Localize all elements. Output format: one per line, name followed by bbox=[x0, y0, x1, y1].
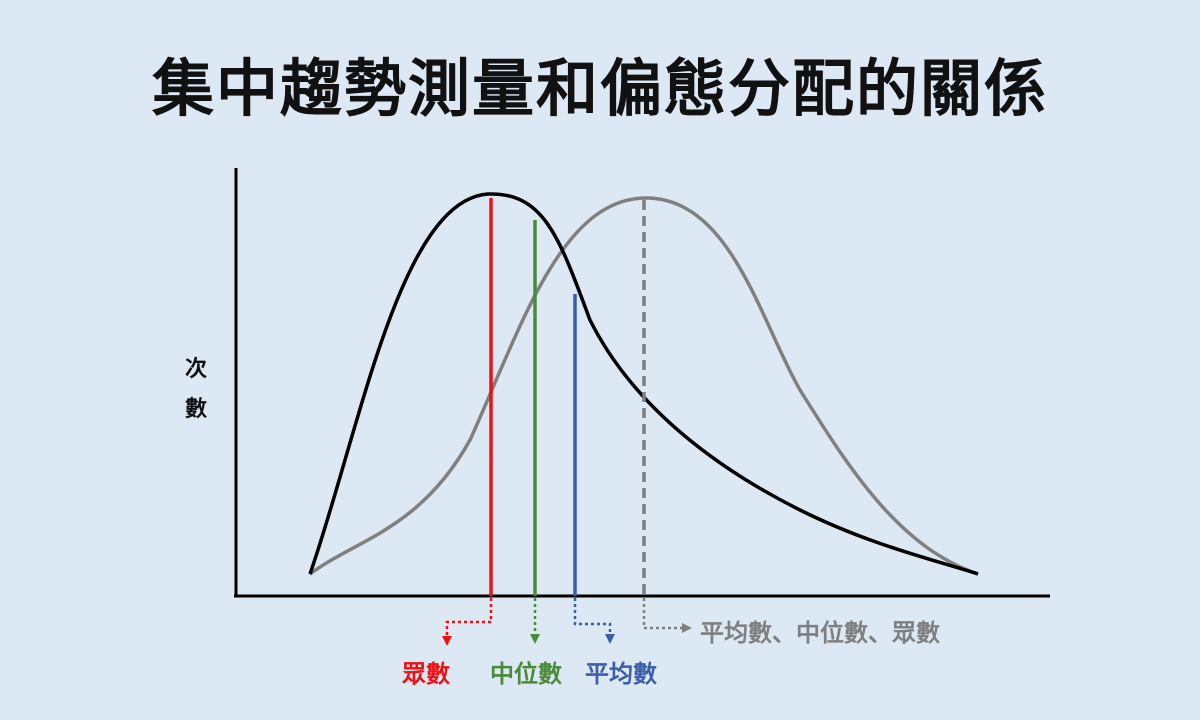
symmetric-arrowhead bbox=[682, 623, 692, 633]
symmetric-label: 平均數、中位數、眾數 bbox=[700, 613, 940, 648]
median-arrowhead bbox=[530, 634, 540, 644]
mean-arrowhead bbox=[605, 634, 615, 644]
mean-connector bbox=[575, 598, 610, 636]
mode-connector bbox=[447, 598, 491, 638]
mode-label: 眾數 bbox=[402, 654, 450, 689]
mode-arrowhead bbox=[442, 636, 452, 646]
median-label: 中位數 bbox=[490, 654, 562, 689]
mean-label: 平均數 bbox=[585, 654, 657, 689]
symmetric-connector bbox=[644, 598, 684, 628]
